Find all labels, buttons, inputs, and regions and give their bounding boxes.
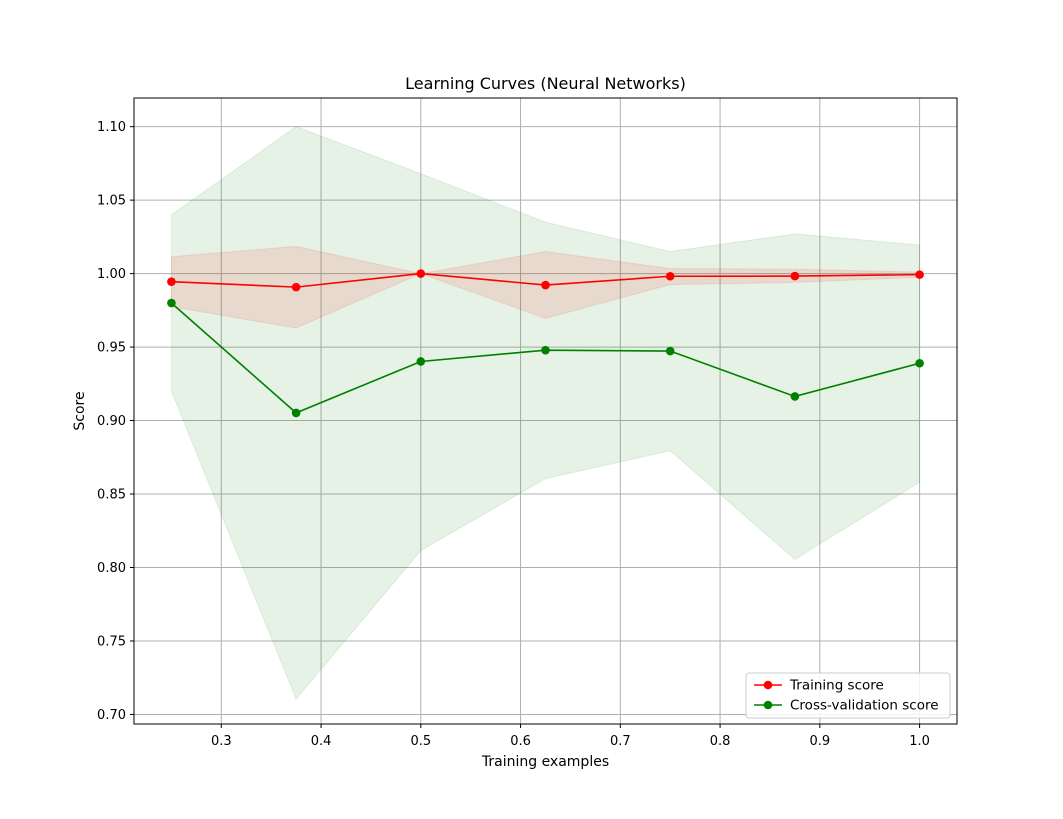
legend-marker-training-score <box>763 680 773 690</box>
y-tick-label: 1.00 <box>97 267 126 282</box>
point-training-score <box>665 271 675 281</box>
x-tick-label: 0.8 <box>710 734 731 749</box>
point-cross-validation-score <box>665 346 675 356</box>
y-tick-label: 1.10 <box>97 120 126 135</box>
y-tick-label: 0.70 <box>97 708 126 723</box>
y-tick-label: 0.90 <box>97 414 126 429</box>
legend-marker-cross-validation-score <box>763 700 773 710</box>
x-tick-label: 0.6 <box>510 734 531 749</box>
y-tick-label: 1.05 <box>97 194 126 209</box>
plot-area-frame <box>133 97 958 725</box>
x-tick-label: 0.9 <box>809 734 830 749</box>
axis-ticks: 0.3 0.4 0.5 0.6 0.7 0.8 0.9 1.0 0.70 0.75 0.80 0.85… <box>97 120 930 749</box>
point-training-score <box>541 280 550 290</box>
band-cross-validation-score <box>170 126 921 700</box>
legend-label-cross-validation-score: Cross-validation score <box>790 698 939 714</box>
point-training-score <box>790 271 800 281</box>
point-cross-validation-score <box>291 408 301 418</box>
point-training-score <box>291 282 301 292</box>
x-tick-label: 1.0 <box>909 734 930 749</box>
point-training-score <box>167 277 176 286</box>
legend: Training score Cross-validation score <box>745 672 951 719</box>
series-markers <box>167 269 924 418</box>
x-tick-label: 0.7 <box>610 734 631 749</box>
y-tick-label: 0.95 <box>97 341 126 356</box>
point-cross-validation-score <box>416 357 426 366</box>
y-tick-label: 0.80 <box>97 561 126 576</box>
point-cross-validation-score <box>915 358 924 368</box>
x-axis-label: Training examples <box>481 754 609 770</box>
point-cross-validation-score <box>790 392 800 401</box>
point-cross-validation-score <box>167 298 176 308</box>
y-tick-label: 0.75 <box>97 634 126 649</box>
x-tick-label: 0.5 <box>410 734 431 749</box>
point-training-score <box>416 269 426 278</box>
x-tick-label: 0.4 <box>311 734 332 749</box>
x-tick-label: 0.3 <box>211 734 232 749</box>
point-training-score <box>915 270 924 279</box>
chart-title: Learning Curves (Neural Networks) <box>405 74 686 93</box>
point-cross-validation-score <box>541 345 550 355</box>
legend-label-training-score: Training score <box>789 678 884 694</box>
y-axis-label: Score <box>72 391 88 430</box>
y-tick-label: 0.85 <box>97 488 126 503</box>
legend-box <box>745 672 951 719</box>
